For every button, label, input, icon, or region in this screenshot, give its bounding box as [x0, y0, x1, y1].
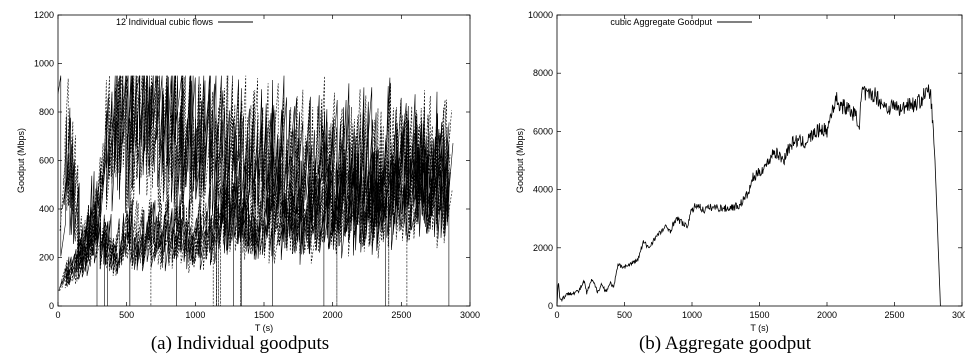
flow-line	[59, 126, 449, 306]
x-tick-label: 0	[55, 310, 60, 320]
caption-individual: (a) Individual goodputs	[150, 333, 330, 354]
y-tick-label: 10000	[528, 10, 553, 20]
y-tick-label: 600	[39, 156, 54, 166]
x-tick-label: 3000	[460, 310, 480, 320]
x-tick-label: 1000	[682, 310, 702, 320]
x-axis-label: T (s)	[750, 323, 768, 333]
x-tick-label: 3000	[952, 310, 965, 320]
y-axis-label: Goodput (Mbps)	[515, 128, 525, 193]
aggregate-goodput-chart: 0 500 1000 1500 2000 2500 3000 0 2000 4000 6000 800…	[515, 10, 965, 333]
y-axis-label: Goodput (Mbps)	[16, 128, 26, 193]
x-tick-label: 1500	[254, 310, 274, 320]
x-tick-label: 2000	[817, 310, 837, 320]
flow-line	[64, 75, 450, 306]
y-tick-label: 400	[39, 204, 54, 214]
x-tick-label: 1500	[749, 310, 769, 320]
y-tick-label: 4000	[533, 185, 553, 195]
flow-line	[59, 75, 451, 306]
legend-label: cubic Aggregate Goodput	[610, 17, 712, 27]
x-tick-label: 0	[554, 310, 559, 320]
y-tick-label: 8000	[533, 68, 553, 78]
x-axis-label: T (s)	[255, 323, 273, 333]
chart-panel-individual: 0 500 1000 1500 2000 2500 3000 0 200 400 600 800 100…	[0, 0, 480, 363]
x-tick-label: 2000	[323, 310, 343, 320]
x-tick-label: 500	[617, 310, 632, 320]
y-tick-label: 1000	[34, 59, 54, 69]
x-tick-label: 1000	[185, 310, 205, 320]
chart-panel-aggregate: 0 500 1000 1500 2000 2500 3000 0 2000 4000 6000 800…	[485, 0, 965, 363]
series-group	[58, 75, 454, 306]
x-tick-label: 2500	[884, 310, 904, 320]
plot-frame	[556, 14, 963, 307]
y-tick-label: 0	[49, 301, 54, 311]
y-tick-label: 200	[39, 253, 54, 263]
y-tick-label: 2000	[533, 243, 553, 253]
x-tick-label: 500	[119, 310, 134, 320]
individual-goodput-chart: 0 500 1000 1500 2000 2500 3000 0 200 400 600 800 100…	[16, 10, 480, 333]
caption-aggregate: (b) Aggregate goodput	[638, 333, 811, 354]
flow-line	[65, 128, 454, 306]
y-tick-label: 800	[39, 107, 54, 117]
legend-label: 12 Individual cubic flows	[116, 17, 214, 27]
x-tick-label: 2500	[391, 310, 411, 320]
y-tick-label: 0	[548, 301, 553, 311]
aggregate-goodput-line	[556, 84, 941, 307]
y-tick-label: 6000	[533, 126, 553, 136]
y-tick-label: 1200	[34, 10, 54, 20]
